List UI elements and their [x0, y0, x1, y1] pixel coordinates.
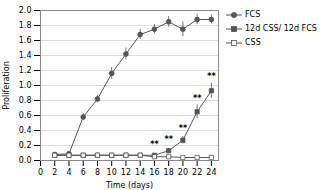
svg-text:Proliferation: Proliferation [2, 61, 11, 109]
svg-text:12: 12 [121, 168, 131, 177]
svg-text:**: ** [150, 140, 159, 149]
svg-text:4: 4 [66, 168, 71, 177]
svg-text:**: ** [193, 94, 202, 103]
html-text:CSS: CSS [245, 38, 261, 47]
html-text:FCS: FCS [245, 10, 261, 19]
svg-text:Time (days): Time (days) [105, 181, 153, 190]
svg-text:10: 10 [107, 168, 117, 177]
svg-text:2.0: 2.0 [19, 6, 32, 15]
svg-text:6: 6 [81, 168, 86, 177]
svg-text:0.2: 0.2 [19, 141, 32, 150]
svg-text:**: ** [207, 72, 216, 81]
svg-text:0.6: 0.6 [19, 111, 32, 120]
svg-text:0.0: 0.0 [19, 156, 32, 165]
svg-text:2: 2 [52, 168, 57, 177]
svg-text:22: 22 [192, 168, 202, 177]
svg-text:0.8: 0.8 [19, 96, 32, 105]
html-text:12d CSS/ 12d FCS: 12d CSS/ 12d FCS [245, 24, 317, 33]
svg-text:0.4: 0.4 [19, 126, 32, 135]
svg-text:0: 0 [38, 168, 43, 177]
svg-text:18: 18 [164, 168, 174, 177]
svg-text:16: 16 [149, 168, 159, 177]
svg-text:14: 14 [135, 168, 145, 177]
svg-text:1.8: 1.8 [19, 21, 32, 30]
svg-text:8: 8 [95, 168, 100, 177]
svg-text:1.0: 1.0 [19, 81, 32, 90]
svg-text:1.6: 1.6 [19, 36, 32, 45]
svg-text:1.2: 1.2 [19, 66, 32, 75]
svg-text:20: 20 [178, 168, 188, 177]
svg-text:**: ** [179, 124, 188, 133]
svg-text:24: 24 [206, 168, 216, 177]
svg-text:**: ** [164, 135, 173, 144]
svg-text:1.4: 1.4 [19, 51, 32, 60]
